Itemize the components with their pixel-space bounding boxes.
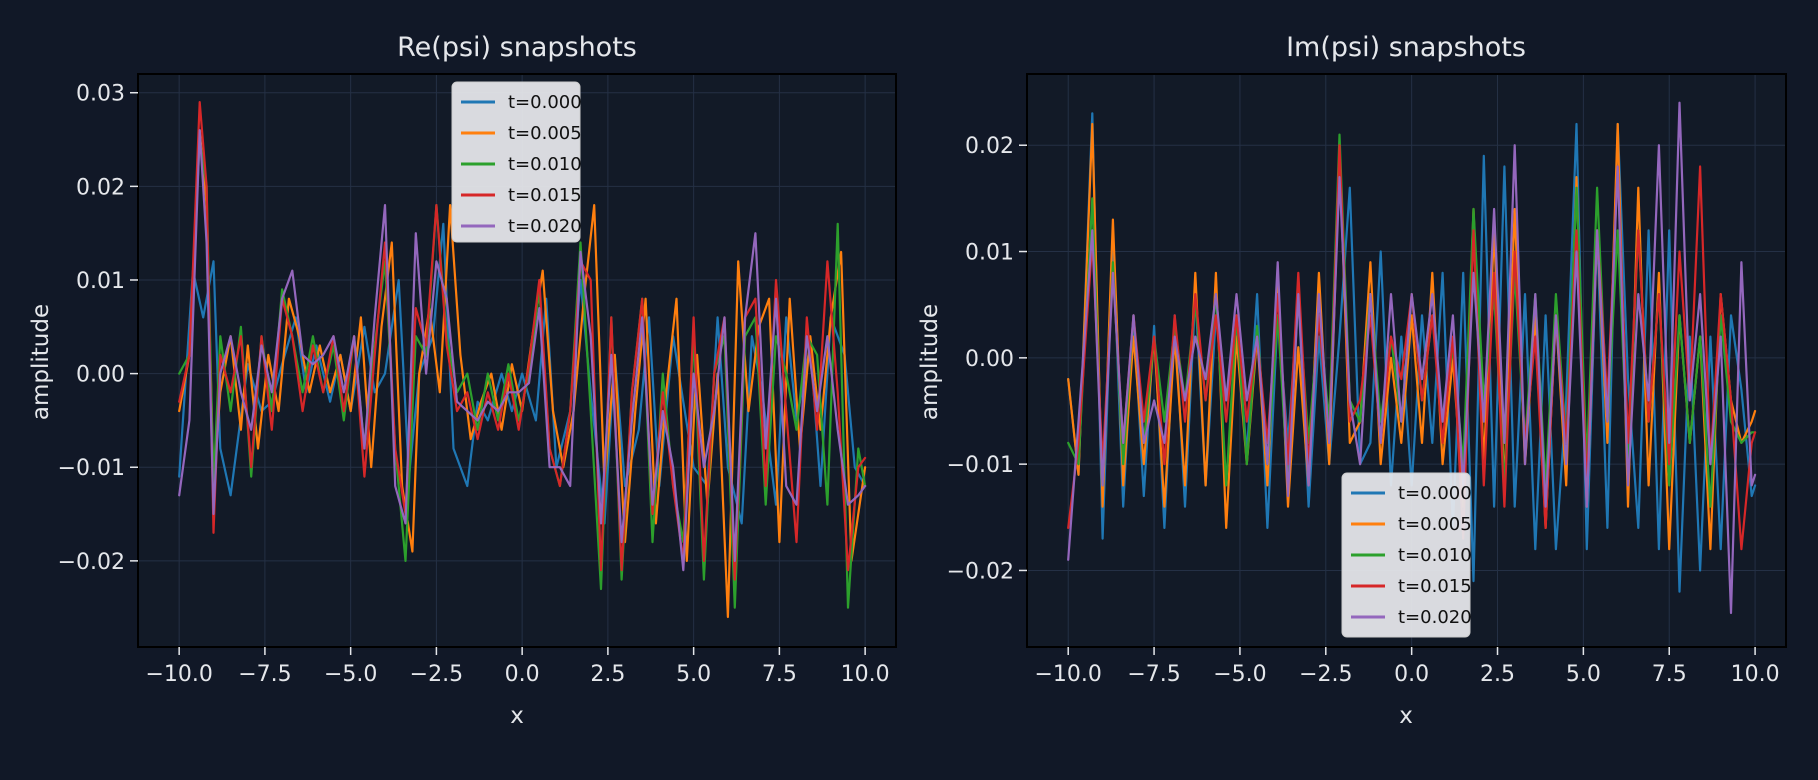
y-tick-label: 0.01	[76, 269, 125, 294]
legend-entry: t=0.005	[1351, 514, 1472, 535]
x-tick-label: −7.5	[1127, 662, 1180, 687]
chart-im-psi: −10.0 −7.5 −5.0 −2.5 0.0 2.5 5.0 7.5 10.0 −0.02−…	[917, 32, 1787, 729]
series-lines-right	[1067, 101, 1757, 615]
legend-entry: t=0.010	[1351, 545, 1472, 566]
legend-label: t=0.010	[1398, 545, 1472, 566]
legend-left: t=0.000 t=0.005 t=0.010 t=0.015 t=0.020	[451, 81, 582, 243]
series-line-t=0.020	[178, 129, 867, 572]
y-axis-label-left: amplitude	[28, 304, 54, 420]
x-tick-label: 7.5	[1652, 662, 1687, 687]
legend-label: t=0.020	[508, 216, 582, 237]
legend-box-left	[451, 81, 581, 243]
y-ticks-left: −0.02 −0.01 0.00 0.01 0.02 0.03	[58, 82, 138, 575]
legend-entry: t=0.020	[1351, 607, 1472, 628]
series-lines-left	[178, 100, 867, 619]
y-tick-label: 0.03	[76, 82, 125, 107]
legend-box-right	[1341, 472, 1471, 638]
gridlines-right	[1027, 74, 1786, 647]
series-line-t=0.020	[1067, 101, 1757, 615]
legend-entry: t=0.010	[461, 154, 582, 175]
x-axis-label-left: x	[510, 703, 524, 729]
axes-frame-right	[1026, 73, 1787, 648]
legend-label: t=0.020	[1398, 607, 1472, 628]
y-tick-label: −0.02	[947, 559, 1014, 584]
x-tick-label: 10.0	[1731, 662, 1780, 687]
x-tick-label: 5.0	[676, 662, 711, 687]
x-tick-label: 2.5	[1480, 662, 1515, 687]
x-tick-label: 7.5	[762, 662, 797, 687]
x-tick-label: 5.0	[1566, 662, 1601, 687]
series-line-t=0.005	[1067, 122, 1757, 551]
x-tick-label: 2.5	[590, 662, 625, 687]
x-tick-label: −2.5	[410, 662, 463, 687]
legend-right: t=0.000 t=0.005 t=0.010 t=0.015 t=0.020	[1341, 472, 1472, 638]
y-tick-label: 0.02	[965, 134, 1014, 159]
x-tick-label: −5.0	[1213, 662, 1266, 687]
series-line-t=0.015	[178, 100, 867, 581]
legend-entry: t=0.000	[1351, 483, 1472, 504]
y-tick-label: 0.00	[965, 347, 1014, 372]
legend-entry: t=0.015	[1351, 576, 1472, 597]
legend-label: t=0.005	[508, 123, 582, 144]
x-tick-label: −10.0	[145, 662, 212, 687]
legend-label: t=0.005	[1398, 514, 1472, 535]
legend-label: t=0.015	[508, 185, 582, 206]
x-axis-label-right: x	[1399, 703, 1413, 729]
y-tick-label: −0.01	[58, 456, 125, 481]
chart-title-right: Im(psi) snapshots	[1286, 32, 1526, 63]
series-line-t=0.000	[178, 222, 867, 525]
y-tick-label: 0.00	[76, 363, 125, 388]
x-ticks-right: −10.0 −7.5 −5.0 −2.5 0.0 2.5 5.0 7.5 10.0	[1035, 647, 1780, 687]
x-tick-label: −2.5	[1299, 662, 1352, 687]
legend-entry: t=0.005	[461, 123, 582, 144]
y-tick-label: −0.02	[58, 550, 125, 575]
legend-entry: t=0.015	[461, 185, 582, 206]
x-tick-label: −10.0	[1035, 662, 1102, 687]
legend-label: t=0.000	[1398, 483, 1472, 504]
y-tick-label: 0.01	[965, 241, 1014, 266]
x-tick-label: 10.0	[841, 662, 890, 687]
legend-label: t=0.000	[508, 92, 582, 113]
legend-label: t=0.015	[1398, 576, 1472, 597]
x-tick-label: −7.5	[238, 662, 291, 687]
y-tick-label: −0.01	[947, 453, 1014, 478]
legend-label: t=0.010	[508, 154, 582, 175]
chart-re-psi: −10.0 −7.5 −5.0 −2.5 0.0 2.5 5.0 7.5 10.0 −0.02−…	[28, 32, 897, 729]
chart-title-left: Re(psi) snapshots	[397, 32, 637, 63]
x-tick-label: 0.0	[505, 662, 540, 687]
series-line-t=0.010	[178, 138, 867, 609]
legend-entry: t=0.020	[461, 216, 582, 237]
x-tick-label: −5.0	[324, 662, 377, 687]
legend-entry: t=0.000	[461, 92, 582, 113]
y-tick-label: 0.02	[76, 175, 125, 200]
y-ticks-right: −0.02 −0.01 0.00 0.01 0.02	[947, 134, 1027, 584]
axes-frame-left	[137, 73, 897, 648]
y-axis-label-right: amplitude	[917, 304, 943, 420]
x-tick-label: 0.0	[1394, 662, 1429, 687]
x-ticks-left: −10.0 −7.5 −5.0 −2.5 0.0 2.5 5.0 7.5 10.0	[145, 647, 890, 687]
